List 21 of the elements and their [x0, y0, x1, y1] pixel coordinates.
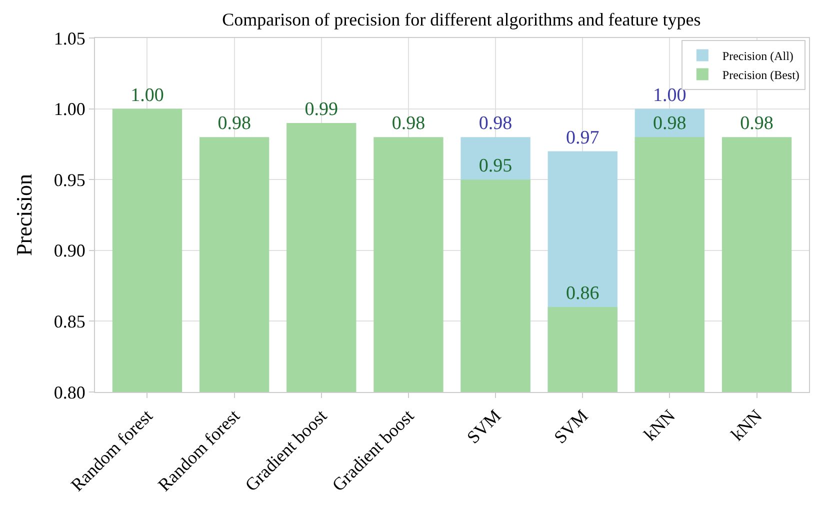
data-label: 0.99 — [304, 98, 338, 120]
data-label: 1.00 — [130, 84, 164, 106]
y-tick-label: 0.95 — [54, 170, 86, 190]
data-label: 0.98 — [653, 113, 686, 134]
y-tick-label: 0.90 — [54, 240, 86, 261]
chart-title: Comparison of precision for different algorithms and feature types — [222, 9, 701, 30]
data-label: 0.86 — [566, 283, 600, 304]
y-tick-label: 1.05 — [54, 28, 86, 48]
data-label: 0.98 — [218, 113, 251, 134]
data-label: 0.98 — [740, 113, 774, 134]
data-label: 0.95 — [478, 156, 512, 177]
legend-label: Precision (Best) — [722, 68, 800, 82]
legend-label: Precision (All) — [722, 48, 794, 63]
data-label: 1.00 — [653, 84, 686, 106]
y-axis-title: Precision — [12, 174, 37, 256]
data-label: 0.98 — [478, 113, 512, 134]
data-label: 0.97 — [566, 127, 600, 148]
y-tick-label: 1.00 — [54, 99, 86, 120]
y-tick-label: 0.80 — [54, 382, 86, 402]
data-label: 0.98 — [392, 113, 426, 134]
y-tick-label: 0.85 — [54, 312, 86, 332]
